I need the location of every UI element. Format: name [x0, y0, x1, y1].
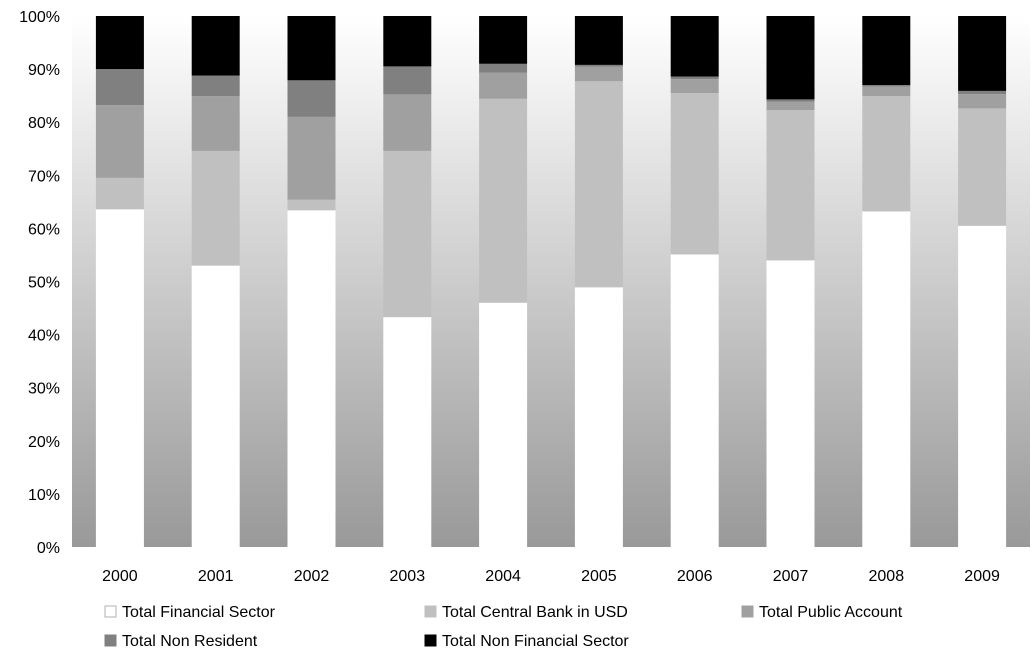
y-tick-label: 50% — [28, 275, 60, 292]
bar-segment — [670, 254, 719, 547]
bar-segment — [670, 76, 719, 80]
y-axis: 0% 10% 20% 30% 40% 50% 60% 70% 80% 90% 100% — [19, 9, 60, 557]
x-tick-label: 2000 — [102, 568, 138, 585]
legend-item: Total Public Account — [741, 604, 903, 621]
bar-segment — [287, 210, 336, 548]
bar-segment — [95, 105, 144, 178]
legend-item: Total Non Resident — [104, 633, 258, 650]
y-tick-label: 30% — [28, 381, 60, 398]
legend-swatch — [424, 634, 437, 647]
bar-segment — [958, 90, 1007, 95]
bar-segment — [958, 225, 1007, 547]
bar-segment — [95, 178, 144, 210]
bar-segment — [670, 79, 719, 93]
bar-segment — [191, 150, 240, 266]
bar-segment — [766, 16, 815, 100]
bar-segment — [95, 16, 144, 70]
x-axis: 2000 2001 2002 2003 2004 2005 2006 2007 2008 2009 — [102, 568, 1000, 585]
bar-segment — [479, 16, 528, 64]
bar-segment — [958, 94, 1007, 109]
bar-segment — [95, 69, 144, 106]
y-tick-label: 100% — [19, 9, 60, 26]
bar-segment — [383, 317, 432, 547]
bar-segment — [958, 16, 1007, 91]
bar-segment — [574, 64, 623, 67]
y-tick-label: 20% — [28, 434, 60, 451]
bar-segment — [383, 16, 432, 67]
bar-segment — [670, 93, 719, 255]
bar-segment — [766, 99, 815, 102]
legend-label: Total Financial Sector — [122, 604, 276, 621]
bar-segment — [958, 108, 1007, 226]
bar-segment — [191, 265, 240, 547]
bar-segment — [766, 260, 815, 547]
bar-segment — [862, 16, 911, 85]
bars — [95, 16, 1007, 548]
y-tick-label: 90% — [28, 62, 60, 79]
x-tick-label: 2005 — [581, 568, 617, 585]
bar-segment — [479, 63, 528, 73]
bar-segment — [766, 101, 815, 110]
x-tick-label: 2001 — [198, 568, 234, 585]
y-tick-label: 0% — [37, 540, 60, 557]
legend-label: Total Non Resident — [122, 633, 258, 650]
y-tick-label: 40% — [28, 328, 60, 345]
x-tick-label: 2002 — [294, 568, 330, 585]
bar-segment — [862, 86, 911, 97]
bar-segment — [479, 98, 528, 303]
y-tick-label: 60% — [28, 221, 60, 238]
legend-label: Total Non Financial Sector — [442, 633, 629, 650]
y-tick-label: 70% — [28, 168, 60, 185]
legend-item: Total Financial Sector — [104, 604, 276, 621]
x-tick-label: 2008 — [869, 568, 905, 585]
x-tick-label: 2003 — [390, 568, 426, 585]
legend-swatch — [741, 605, 754, 618]
bar-segment — [191, 75, 240, 97]
bar-segment — [479, 302, 528, 547]
x-tick-label: 2007 — [773, 568, 809, 585]
bar-segment — [287, 199, 336, 211]
bar-segment — [287, 80, 336, 117]
bar-segment — [574, 16, 623, 65]
x-tick-label: 2006 — [677, 568, 713, 585]
y-tick-label: 80% — [28, 115, 60, 132]
legend-swatch — [424, 605, 437, 618]
legend-item: Total Non Financial Sector — [424, 633, 629, 650]
bar-segment — [191, 16, 240, 76]
bar-segment — [574, 81, 623, 288]
legend-label: Total Central Bank in USD — [442, 604, 628, 621]
legend-label: Total Public Account — [759, 604, 903, 621]
bar-segment — [287, 16, 336, 81]
legend-item: Total Central Bank in USD — [424, 604, 628, 621]
bar-segment — [862, 96, 911, 212]
y-tick-label: 10% — [28, 487, 60, 504]
bar-segment — [95, 209, 144, 548]
bar-segment — [574, 66, 623, 82]
x-tick-label: 2009 — [964, 568, 1000, 585]
bar-segment — [383, 94, 432, 151]
legend: Total Financial Sector Total Central Bank… — [104, 604, 903, 650]
bar-segment — [574, 287, 623, 547]
x-tick-label: 2004 — [485, 568, 521, 585]
legend-swatch — [104, 605, 117, 618]
bar-segment — [670, 16, 719, 77]
bar-segment — [287, 116, 336, 200]
bar-segment — [862, 211, 911, 547]
bar-segment — [766, 110, 815, 261]
bar-segment — [479, 72, 528, 99]
bar-segment — [191, 96, 240, 151]
bar-segment — [383, 150, 432, 318]
bar-segment — [383, 66, 432, 95]
bar-segment — [862, 85, 911, 87]
legend-swatch — [104, 634, 117, 647]
